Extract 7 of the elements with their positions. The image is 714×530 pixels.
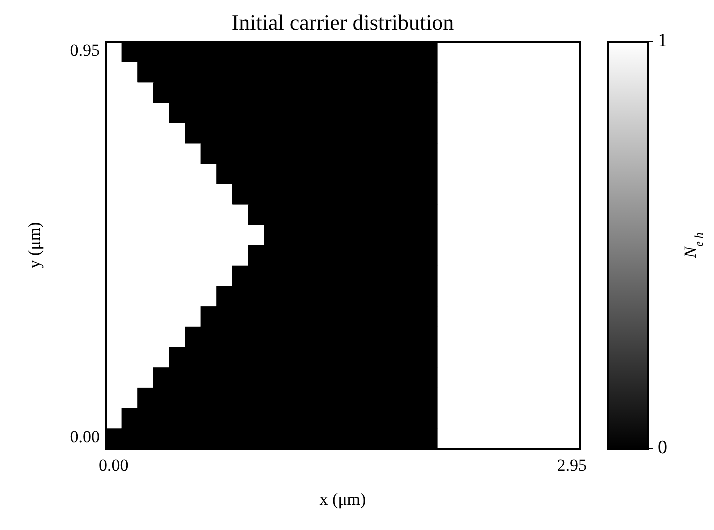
color-bar-label: 0: [658, 437, 668, 458]
y-axis-title: y (μm): [25, 222, 44, 269]
chart-title: Initial carrier distribution: [232, 10, 454, 35]
color-bar-label: 1: [658, 30, 668, 52]
x-tick-label: 2.95: [557, 456, 587, 475]
x-axis-title: x (μm): [320, 490, 366, 509]
y-tick-label: 0.95: [70, 41, 100, 60]
